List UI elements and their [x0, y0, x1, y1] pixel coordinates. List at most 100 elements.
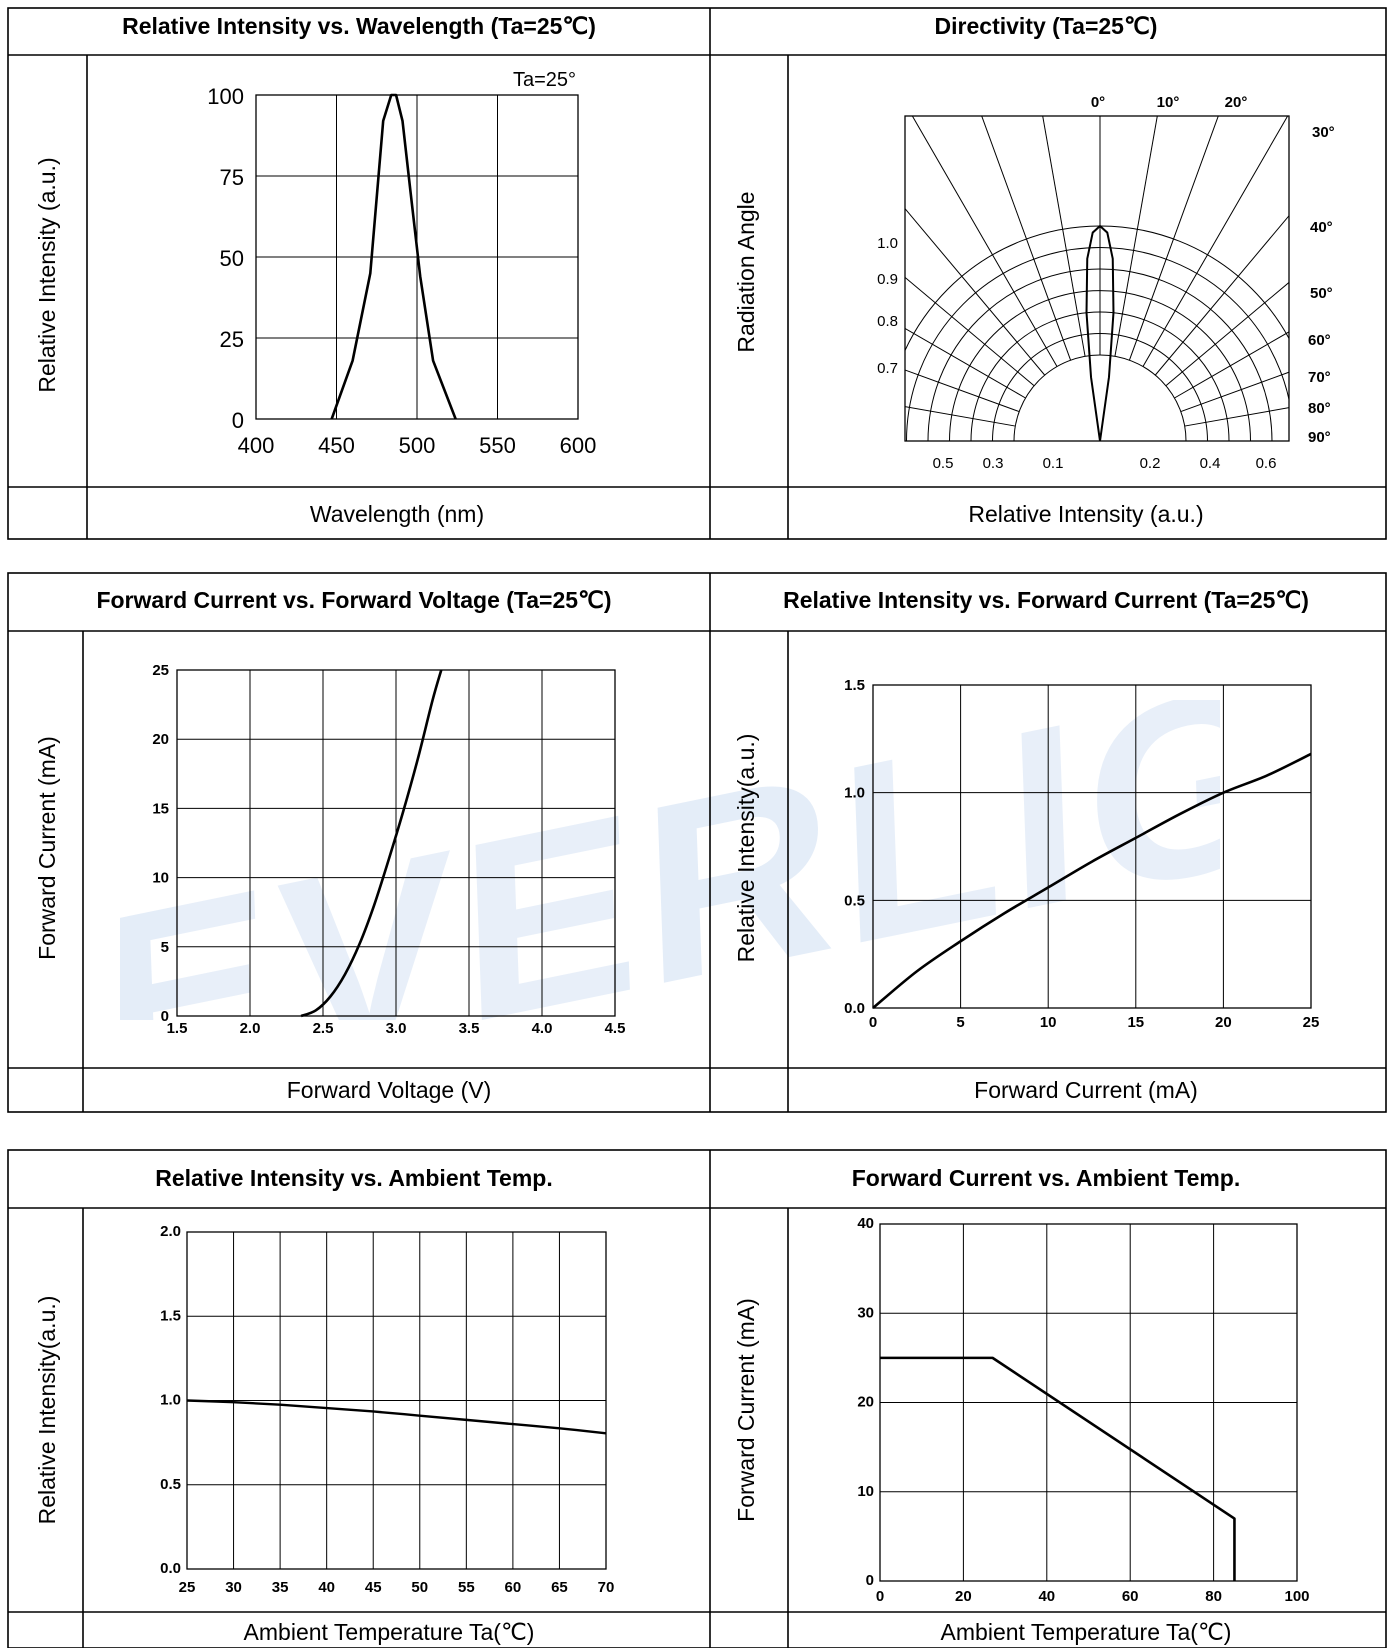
- x-tick-label: 30: [225, 1579, 242, 1596]
- y-tick-label: 20: [152, 731, 169, 748]
- polar-spoke: [1142, 116, 1289, 367]
- y-tick-label: 100: [207, 84, 244, 109]
- x-tick-label: 3.0: [386, 1020, 407, 1037]
- polar-spoke: [905, 327, 1026, 399]
- x-tick-label: 10: [1040, 1014, 1057, 1031]
- y-tick-label: 30: [857, 1304, 874, 1321]
- x-tick-label: 5: [956, 1014, 964, 1031]
- y-tick-label: 0: [161, 1008, 169, 1025]
- y-tick-label: 1.5: [844, 677, 865, 694]
- x-tick-label: 80: [1205, 1588, 1222, 1605]
- y-tick-label: 5: [161, 939, 169, 956]
- polar-frame: [904, 115, 1290, 442]
- chart4-xlabel: Forward Current (mA): [974, 1077, 1198, 1103]
- x-tick-label: 20: [955, 1588, 972, 1605]
- polar-angle-label: 10°: [1157, 94, 1180, 111]
- polar-intensity-label: 0.3: [983, 455, 1004, 472]
- chart5-title: Relative Intensity vs. Ambient Temp.: [155, 1165, 553, 1191]
- x-tick-label: 450: [318, 433, 355, 458]
- chart1-plot: 400 450 500 550 600 0 25 50 75 100 Ta=25°: [207, 69, 596, 458]
- polar-angle-label: 90°: [1308, 429, 1331, 446]
- x-tick-label: 45: [365, 1579, 382, 1596]
- polar-intensity-label: 0.1: [1043, 455, 1064, 472]
- polar-angle-label: 20°: [1225, 94, 1248, 111]
- y-tick-label: 1.5: [160, 1307, 181, 1324]
- x-tick-label: 500: [399, 433, 436, 458]
- polar-intensity-label: 0.4: [1200, 455, 1221, 472]
- polar-spoke: [1154, 214, 1289, 376]
- x-tick-label: 70: [598, 1579, 615, 1596]
- series-line: [300, 669, 443, 1018]
- chart2-title: Directivity (Ta=25℃): [935, 13, 1158, 39]
- x-tick-label: 100: [1284, 1588, 1309, 1605]
- polar-spoke: [1174, 331, 1289, 399]
- y-tick-label: 15: [152, 800, 169, 817]
- chart3-ylabel: Forward Current (mA): [34, 736, 60, 960]
- grid-frames: [7, 7, 1387, 1648]
- chart6-plot: 0 20 40 60 80 100 0 10 20 30 40: [857, 1215, 1309, 1605]
- x-tick-label: 4.0: [532, 1020, 553, 1037]
- polar-spoke: [911, 116, 1058, 367]
- polar-spoke: [905, 369, 1020, 413]
- y-tick-label: 10: [857, 1483, 874, 1500]
- polar-grid: [905, 116, 1289, 441]
- x-tick-label: 35: [272, 1579, 289, 1596]
- chart4-plot: 0 5 10 15 20 25 0.0 0.5 1.0 1.5: [844, 677, 1319, 1031]
- y-tick-label: 50: [220, 246, 244, 271]
- chart5-plot: 25 30 35 40 45 50 55 60 65 70 0.0 0.5 1.0 1.5 2.0: [160, 1223, 614, 1596]
- polar-intensity-label: 0.6: [1256, 455, 1277, 472]
- series-line: [330, 93, 457, 420]
- x-tick-label: 40: [1038, 1588, 1055, 1605]
- y-tick-label: 1.0: [844, 785, 865, 802]
- polar-radial-label: 1.0: [877, 235, 898, 252]
- y-tick-label: 0.5: [844, 892, 865, 909]
- polar-spoke: [1165, 281, 1289, 387]
- y-tick-label: 0: [232, 408, 244, 433]
- polar-intensity-label: 0.5: [933, 455, 954, 472]
- x-tick-label: 60: [1122, 1588, 1139, 1605]
- x-tick-label: 3.5: [459, 1020, 480, 1037]
- chart6-ylabel: Forward Current (mA): [733, 1298, 759, 1522]
- polar-spoke: [1128, 116, 1219, 361]
- y-tick-label: 0.5: [160, 1476, 181, 1493]
- chart1-annotation: Ta=25°: [513, 69, 576, 91]
- polar-intensity-label: 0.2: [1140, 455, 1161, 472]
- plot-area: [872, 684, 1312, 1009]
- polar-ring: [1013, 354, 1187, 441]
- x-tick-label: 600: [560, 433, 597, 458]
- polar-angle-label: 0°: [1091, 94, 1105, 111]
- x-tick-label: 50: [411, 1579, 428, 1596]
- y-tick-label: 25: [220, 327, 244, 352]
- chart3-plot: 1.5 2.0 2.5 3.0 3.5 4.0 4.5 0 5 10 15 20 25: [152, 662, 625, 1037]
- y-tick-label: 2.0: [160, 1223, 181, 1240]
- chart2-polar: 0° 10° 20° 30° 40° 50° 60° 70° 80° 90° 1.0 0.9 0.8 0.…: [877, 94, 1335, 472]
- chart6-title: Forward Current vs. Ambient Temp.: [852, 1165, 1241, 1191]
- polar-spoke: [905, 406, 1016, 427]
- x-tick-label: 55: [458, 1579, 475, 1596]
- chart4-title: Relative Intensity vs. Forward Current (…: [783, 587, 1309, 613]
- y-tick-label: 1.0: [160, 1392, 181, 1409]
- chart1-title: Relative Intensity vs. Wavelength (Ta=25…: [122, 13, 596, 39]
- series-line: [186, 1399, 607, 1435]
- x-tick-label: 25: [1303, 1014, 1320, 1031]
- polar-angle-label: 70°: [1308, 369, 1331, 386]
- polar-spoke: [1042, 116, 1086, 357]
- chart2-xlabel: Relative Intensity (a.u.): [968, 501, 1203, 527]
- polar-angle-label: 60°: [1308, 332, 1331, 349]
- x-tick-label: 20: [1215, 1014, 1232, 1031]
- table-frame-3: [7, 1149, 1387, 1648]
- chart3-xlabel: Forward Voltage (V): [287, 1077, 492, 1103]
- x-tick-label: 4.5: [605, 1020, 626, 1037]
- y-tick-label: 0: [866, 1572, 874, 1589]
- x-tick-label: 1.5: [167, 1020, 188, 1037]
- y-tick-label: 20: [857, 1394, 874, 1411]
- polar-angle-label: 30°: [1312, 124, 1335, 141]
- x-tick-label: 550: [479, 433, 516, 458]
- polar-radial-label: 0.8: [877, 313, 898, 330]
- chart5-ylabel: Relative Intensity(a.u.): [34, 1296, 60, 1525]
- x-tick-label: 2.5: [313, 1020, 334, 1037]
- polar-spoke: [981, 116, 1072, 361]
- chart4-ylabel: Relative Intensity(a.u.): [733, 734, 759, 963]
- table-frame-1: [7, 7, 1387, 540]
